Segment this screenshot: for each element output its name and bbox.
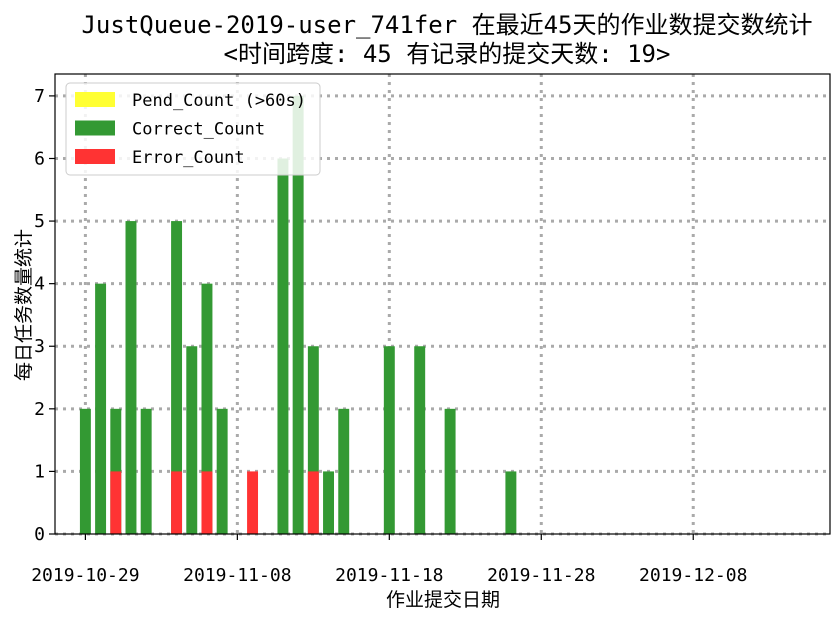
legend-entry: Error_Count — [132, 148, 245, 168]
y-tick-label: 4 — [34, 274, 45, 295]
bar — [444, 408, 456, 534]
y-tick-label: 3 — [34, 336, 45, 357]
bar — [79, 408, 91, 534]
chart-subtitle: <时间跨度: 45 有记录的提交天数: 19> — [224, 40, 671, 68]
y-axis-ticks: 0 1 2 3 4 5 6 7 — [34, 86, 55, 545]
x-tick-label: 2019-11-28 — [487, 565, 595, 586]
bar — [95, 283, 107, 534]
legend: Pend_Count (>60s) Correct_Count Error_Coun… — [65, 82, 321, 176]
bar — [323, 471, 334, 534]
bar — [505, 471, 517, 534]
bar — [216, 408, 228, 534]
bar — [247, 471, 259, 534]
y-tick-label: 5 — [34, 211, 45, 232]
bar — [338, 408, 350, 534]
bar — [307, 471, 319, 534]
bar — [201, 471, 213, 534]
legend-swatch — [75, 120, 115, 136]
bar — [277, 158, 289, 534]
y-tick-label: 2 — [34, 399, 45, 420]
x-tick-label: 2019-11-18 — [335, 565, 443, 586]
y-axis-label: 每日任务数量统计 — [13, 229, 35, 381]
chart-title: JustQueue-2019-user_741fer 在最近45天的作业数提交数… — [81, 11, 812, 39]
y-tick-label: 6 — [34, 148, 45, 169]
y-tick-label: 1 — [34, 461, 45, 482]
legend-swatch — [75, 92, 115, 107]
bar — [201, 283, 213, 534]
y-tick-label: 7 — [34, 86, 45, 107]
plot-frame — [54, 73, 831, 535]
bar — [171, 471, 183, 534]
x-tick-label: 2019-12-08 — [639, 565, 747, 586]
x-axis-ticks: 2019-10-29 2019-11-08 2019-11-18 2019-11-28… — [31, 534, 747, 586]
bar — [171, 221, 183, 534]
bar — [140, 408, 152, 534]
x-tick-label: 2019-11-08 — [183, 565, 291, 586]
legend-entry: Pend_Count (>60s) — [132, 91, 306, 111]
bar — [414, 346, 426, 534]
bar — [292, 95, 304, 535]
bar — [186, 346, 198, 534]
bar — [125, 221, 137, 534]
legend-entry: Correct_Count — [132, 120, 265, 140]
bar — [307, 346, 319, 534]
bars — [79, 95, 517, 535]
x-axis-label: 作业提交日期 — [386, 589, 500, 611]
bar — [110, 471, 122, 534]
legend-box — [65, 82, 321, 176]
legend-swatch — [75, 149, 115, 164]
bar — [383, 346, 395, 534]
y-tick-label: 0 — [34, 524, 45, 545]
x-tick-label: 2019-10-29 — [31, 565, 139, 586]
